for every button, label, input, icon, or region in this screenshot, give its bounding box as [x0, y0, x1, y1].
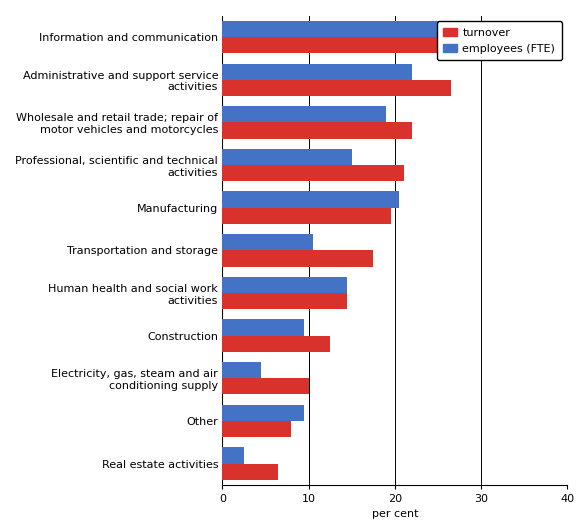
Bar	[222, 64, 412, 80]
Bar	[222, 234, 313, 250]
Bar	[222, 319, 304, 336]
Bar	[222, 362, 261, 378]
Bar	[222, 421, 291, 437]
Bar	[222, 80, 451, 96]
Bar	[222, 277, 347, 293]
Bar	[222, 191, 399, 208]
Bar	[222, 378, 309, 394]
Legend: turnover, employees (FTE): turnover, employees (FTE)	[437, 22, 562, 60]
Bar	[222, 293, 347, 309]
Bar	[222, 37, 524, 53]
Bar	[222, 149, 352, 165]
Bar	[222, 21, 477, 37]
Bar	[222, 447, 244, 464]
Bar	[222, 165, 404, 181]
Bar	[222, 336, 330, 352]
Bar	[222, 208, 391, 224]
X-axis label: per cent: per cent	[371, 510, 418, 520]
Bar	[222, 464, 278, 480]
Bar	[222, 106, 386, 122]
Bar	[222, 122, 412, 139]
Bar	[222, 250, 373, 267]
Bar	[222, 405, 304, 421]
